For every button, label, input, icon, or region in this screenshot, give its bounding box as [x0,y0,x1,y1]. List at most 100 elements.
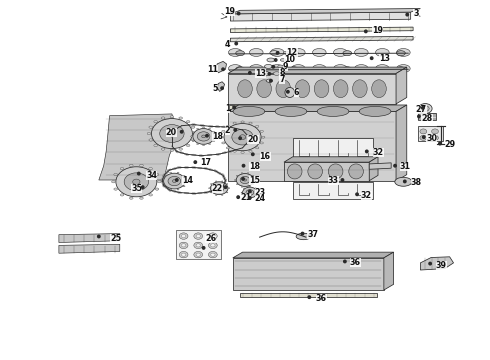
Polygon shape [230,12,411,21]
Ellipse shape [151,118,193,149]
Text: 34: 34 [146,171,157,180]
Ellipse shape [191,126,195,128]
Ellipse shape [176,126,180,129]
Ellipse shape [165,186,169,189]
Text: 17: 17 [200,158,211,167]
Ellipse shape [404,180,406,183]
Ellipse shape [112,181,115,183]
Ellipse shape [226,147,230,149]
Ellipse shape [252,184,254,185]
Text: 32: 32 [361,190,372,199]
Ellipse shape [221,174,224,177]
Text: 19: 19 [372,26,383,35]
Ellipse shape [129,197,133,199]
Ellipse shape [228,64,242,72]
Ellipse shape [254,105,260,108]
Ellipse shape [193,129,214,144]
Ellipse shape [167,169,172,171]
Text: 35: 35 [131,184,142,193]
Ellipse shape [252,175,254,176]
Ellipse shape [221,87,223,89]
Ellipse shape [180,131,183,133]
Polygon shape [59,244,120,253]
Bar [293,138,373,159]
Ellipse shape [233,107,265,116]
Ellipse shape [120,167,124,170]
Text: 24: 24 [255,194,266,203]
Ellipse shape [256,147,259,149]
Ellipse shape [241,173,243,174]
Bar [293,182,373,199]
Ellipse shape [266,79,272,82]
Ellipse shape [155,174,159,176]
Ellipse shape [179,242,188,249]
Ellipse shape [162,181,164,184]
Ellipse shape [396,67,405,72]
Polygon shape [284,157,378,162]
Ellipse shape [279,80,284,82]
Ellipse shape [260,71,270,76]
Ellipse shape [202,247,205,249]
Ellipse shape [181,253,186,256]
Ellipse shape [249,192,251,193]
Ellipse shape [116,167,157,197]
Ellipse shape [217,187,221,189]
Ellipse shape [354,64,368,72]
Ellipse shape [240,176,250,184]
Ellipse shape [211,244,215,247]
Ellipse shape [270,80,272,82]
Ellipse shape [283,51,290,54]
Ellipse shape [421,107,424,109]
Ellipse shape [168,131,175,136]
Ellipse shape [196,128,198,129]
Ellipse shape [155,188,159,190]
Ellipse shape [256,125,259,127]
Ellipse shape [216,153,220,155]
Ellipse shape [207,154,212,156]
Ellipse shape [234,149,239,151]
Ellipse shape [270,51,279,55]
Ellipse shape [370,57,373,59]
Text: 4: 4 [225,40,230,49]
Text: 18: 18 [212,132,223,141]
Ellipse shape [314,80,329,98]
Text: 36: 36 [350,258,361,267]
Text: 25: 25 [110,234,122,243]
Ellipse shape [243,165,245,167]
Ellipse shape [215,126,220,127]
Ellipse shape [208,242,217,249]
Ellipse shape [396,51,405,56]
Ellipse shape [289,67,298,72]
Ellipse shape [334,49,347,57]
Text: 29: 29 [445,140,456,149]
Ellipse shape [209,169,213,171]
Ellipse shape [209,128,211,129]
Ellipse shape [375,49,389,57]
Ellipse shape [249,49,263,57]
Ellipse shape [200,125,205,126]
Polygon shape [228,105,396,109]
Ellipse shape [161,178,164,182]
Ellipse shape [317,107,349,116]
Ellipse shape [213,140,215,141]
Ellipse shape [320,105,326,108]
Ellipse shape [342,105,348,108]
Ellipse shape [170,149,174,152]
Text: 15: 15 [249,176,260,185]
Polygon shape [233,252,393,258]
Ellipse shape [395,177,412,186]
Ellipse shape [196,234,200,238]
Ellipse shape [248,72,251,74]
Ellipse shape [181,234,186,238]
Ellipse shape [114,188,118,190]
Polygon shape [228,73,396,104]
Ellipse shape [275,107,307,116]
Ellipse shape [192,131,194,132]
Ellipse shape [203,145,204,146]
Ellipse shape [170,172,172,173]
Ellipse shape [239,135,246,139]
Ellipse shape [184,192,189,194]
Ellipse shape [172,190,177,192]
Ellipse shape [268,73,270,75]
Ellipse shape [183,175,185,176]
